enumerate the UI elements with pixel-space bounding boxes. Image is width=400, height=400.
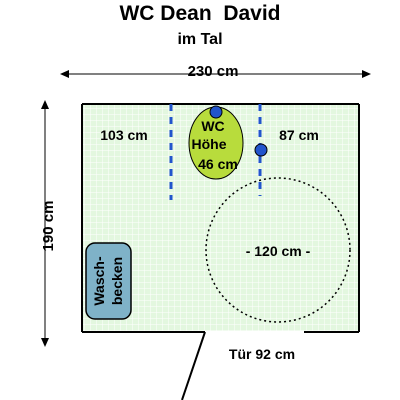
width-label: 230 cm [188, 63, 239, 80]
toilet-paper-holder-icon [254, 143, 268, 157]
turning-circle-label: - 120 cm - [246, 243, 311, 259]
door-label: Tür 92 cm [229, 346, 295, 362]
room-walls [81, 103, 360, 333]
right-space-label: 87 cm [279, 127, 319, 143]
wc-label-line-2: Höhe [192, 136, 227, 152]
plan-title: WC Dean David [119, 2, 280, 25]
wash-basin [85, 242, 132, 320]
plan-subtitle: im Tal [177, 31, 222, 48]
width-dimension-arrow [60, 70, 371, 78]
height-label: 190 cm [40, 201, 57, 252]
sink-label-line-1: Wasch- [91, 256, 107, 306]
flush-button-icon [209, 105, 223, 119]
sink-label-line-2: becken [109, 257, 125, 305]
height-dimension-arrow [41, 100, 49, 347]
door-leaf [181, 331, 206, 400]
left-space-label: 103 cm [100, 127, 147, 143]
turning-circle [205, 177, 351, 323]
wc-label-line-1: WC [201, 118, 224, 134]
wc-label-line-3: 46 cm [198, 156, 238, 172]
